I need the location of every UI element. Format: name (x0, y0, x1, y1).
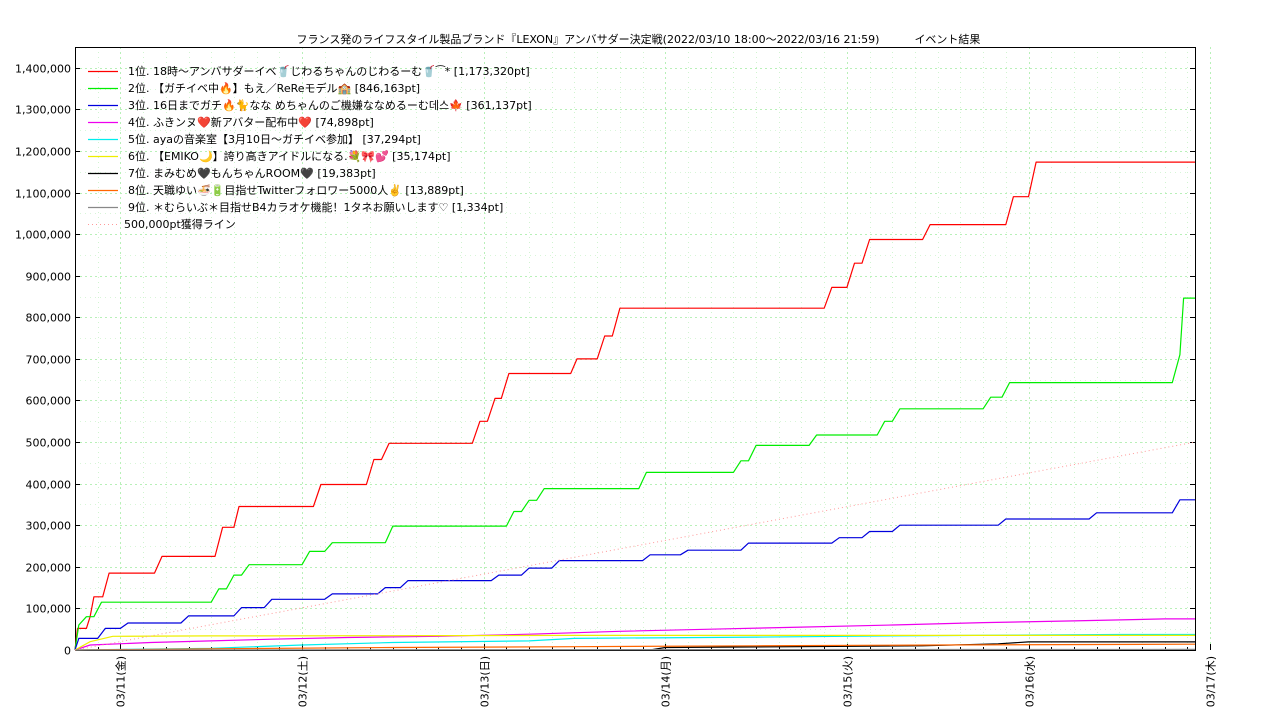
chart-title-text: フランス発のライフスタイル製品ブランド『LEXON』アンバサダー決定戦(2022… (296, 33, 880, 46)
series-line-9 (74, 648, 1196, 651)
y-tick-label: 200,000 (26, 562, 72, 575)
y-tick-label: 1,100,000 (15, 188, 71, 201)
legend-entry: 9位. ＊むらいぶ＊目指せB4カラオケ機能！1タネお願いします♡ [1,334p… (128, 200, 503, 214)
y-tick-label: 600,000 (26, 395, 72, 408)
legend-entry: 500,000pt獲得ライン (124, 218, 236, 231)
y-tick-label: 900,000 (26, 271, 72, 284)
plot-frame (75, 47, 1196, 651)
chart-title: フランス発のライフスタイル製品ブランド『LEXON』アンバサダー決定戦(2022… (0, 18, 1270, 47)
chart-subtitle: イベント結果 (914, 33, 981, 46)
legend: 1位. 18時〜アンバサダーイベ🥤じわるちゃんのじわるーむ🥤⁀* [1,173,… (88, 64, 532, 231)
series-line-3 (74, 499, 1195, 651)
y-tick-label: 800,000 (26, 312, 72, 325)
x-tick-label: 03/14(月) (660, 656, 673, 707)
y-tick-label: 500,000 (26, 437, 72, 450)
y-tick-label: 400,000 (26, 479, 72, 492)
y-tick-label: 100,000 (26, 603, 72, 616)
series-layer (74, 161, 1196, 651)
series-line-2 (74, 297, 1195, 651)
y-tick-label: 300,000 (26, 520, 72, 533)
series-line-4 (74, 618, 1195, 651)
x-tick-label: 03/13(日) (479, 656, 492, 707)
legend-entry: 8位. 天職ゆい🍜🔋目指せTwitterフォロワー5000人✌️ [13,889… (128, 183, 464, 197)
y-tick-label: 0 (64, 645, 71, 658)
axis-ticks: 0 100,000 200,000 300,000 400,000 500,000 600,… (15, 63, 1217, 708)
legend-entry: 3位. 16日までガチ🔥🐈なな めちゃんのご機嫌ななめるーむ데스🍁 [361,1… (128, 98, 532, 112)
legend-entry: 4位. ふきンヌ❤️新アバター配布中❤️ [74,898pt] (128, 115, 374, 129)
x-tick-label: 03/15(火) (842, 656, 855, 707)
legend-entry: 1位. 18時〜アンバサダーイベ🥤じわるちゃんのじわるーむ🥤⁀* [1,173,… (128, 64, 530, 78)
series-line-8 (74, 643, 1196, 651)
y-tick-label: 1,000,000 (15, 229, 71, 242)
x-tick-label: 03/12(土) (297, 656, 310, 707)
y-tick-label: 1,400,000 (15, 63, 71, 76)
legend-entry: 2位. 【ガチイベ中🔥】もえ／ReReモデル🏫 [846,163pt] (128, 81, 420, 95)
series-line-1 (74, 161, 1195, 651)
grid-layer (75, 47, 1211, 650)
y-tick-label: 1,200,000 (15, 146, 71, 159)
legend-entry: 5位. ayaの音楽室【3月10日〜ガチイベ参加】 [37,294pt] (128, 132, 421, 146)
series-line-6 (74, 634, 1195, 651)
y-tick-label: 700,000 (26, 354, 72, 367)
legend-entry: 6位. 【EMIKO🌙】誇り高きアイドルになる.💐🎀💕 [35,174pt] (128, 149, 451, 163)
y-tick-label: 1,300,000 (15, 104, 71, 117)
x-tick-label: 03/17(木) (1205, 656, 1218, 707)
x-tick-label: 03/11(金) (114, 656, 128, 707)
legend-entry: 7位. まみむめ🖤もんちゃんROOM🖤 [19,383pt] (128, 166, 376, 180)
x-tick-label: 03/16(水) (1024, 656, 1037, 707)
